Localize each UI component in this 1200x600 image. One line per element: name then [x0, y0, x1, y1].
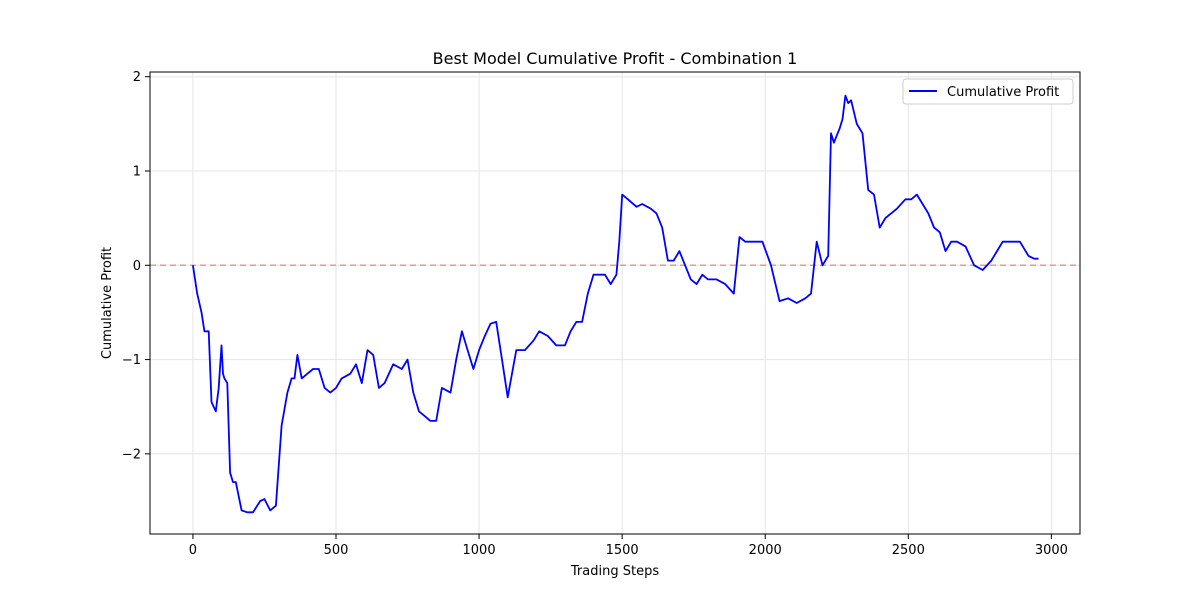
y-tick-label: −1 [122, 353, 141, 368]
legend: Cumulative Profit [902, 78, 1074, 105]
x-tick-label: 0 [189, 543, 197, 558]
y-tick-label: 1 [133, 165, 141, 180]
x-tick-label: 2000 [749, 543, 782, 558]
y-tick-label: −2 [122, 447, 141, 462]
series-lines [192, 94, 1039, 514]
x-tick-label: 1000 [463, 543, 496, 558]
x-tick-label: 2500 [892, 543, 925, 558]
x-tick-label: 3000 [1035, 543, 1068, 558]
chart-title: Best Model Cumulative Profit - Combinati… [433, 49, 798, 68]
y-tick-label: 0 [133, 259, 141, 274]
legend-box [902, 78, 1074, 105]
x-tick-label: 1500 [606, 543, 639, 558]
x-axis-ticks: 0 500 1000 1500 2000 2500 3000 [189, 534, 1068, 558]
x-tick-label: 500 [324, 543, 349, 558]
series-line-cumulative-profit [192, 94, 1039, 514]
y-tick-label: 2 [133, 70, 141, 85]
y-axis-ticks: −2 −1 0 1 2 [122, 70, 150, 462]
x-axis-label: Trading Steps [570, 564, 659, 579]
y-axis-label: Cumulative Profit [100, 247, 115, 359]
legend-label-cumulative-profit: Cumulative Profit [947, 85, 1059, 100]
axes-frame [149, 71, 1081, 535]
